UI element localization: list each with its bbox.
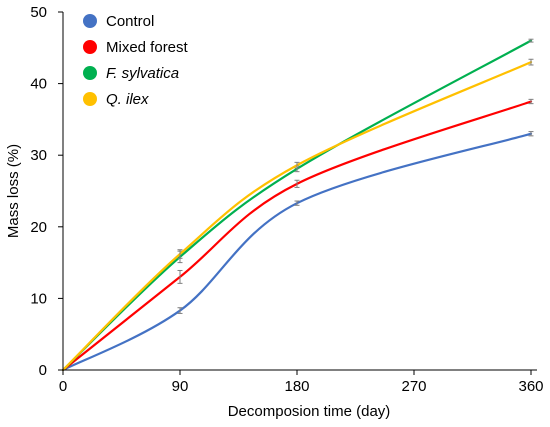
y-axis-title: Mass loss (%)	[5, 144, 22, 238]
legend: Control Mixed forest F. sylvatica Q. ilex	[83, 13, 189, 108]
error-bar	[177, 249, 183, 259]
axes	[58, 11, 537, 375]
x-tick-label: 180	[284, 378, 309, 395]
x-tick-label: 270	[401, 378, 426, 395]
legend-item: F. sylvatica	[83, 65, 179, 82]
y-tick-label: 10	[30, 290, 47, 307]
y-tick-label: 20	[30, 219, 47, 236]
legend-marker	[83, 66, 97, 80]
y-tick-label: 0	[39, 362, 47, 379]
error-bar	[528, 58, 534, 66]
series-control	[61, 131, 534, 372]
error-bar	[177, 307, 183, 314]
legend-marker	[83, 92, 97, 106]
series-q-ilex	[61, 58, 534, 372]
series-layer	[61, 38, 534, 372]
legend-item: Mixed forest	[83, 39, 189, 56]
error-bar	[528, 98, 534, 105]
y-tick-label: 40	[30, 76, 47, 93]
error-bar	[528, 38, 534, 43]
series-line	[61, 61, 533, 372]
legend-label: F. sylvatica	[106, 65, 179, 82]
error-bar	[294, 179, 300, 188]
series-f-sylvatica	[61, 38, 534, 372]
series-line	[61, 100, 533, 372]
x-tick-label: 360	[518, 378, 543, 395]
error-bar	[528, 131, 534, 137]
error-bar	[177, 269, 183, 284]
y-tick-label: 50	[30, 4, 47, 21]
legend-label: Mixed forest	[106, 39, 189, 56]
error-bar	[294, 200, 300, 206]
legend-marker	[83, 14, 97, 28]
y-tick-label: 30	[30, 147, 47, 164]
series-line	[61, 132, 533, 372]
x-axis-title: Decomposion time (day)	[228, 403, 391, 420]
legend-label: Control	[106, 13, 154, 30]
x-tick-label: 90	[172, 378, 189, 395]
legend-item: Q. ilex	[83, 91, 149, 108]
tick-labels: 0 90 180 270 360 0 10 20 30 40 50	[30, 4, 543, 395]
error-bar	[294, 161, 300, 169]
legend-marker	[83, 40, 97, 54]
legend-item: Control	[83, 13, 154, 30]
x-tick-label: 0	[59, 378, 67, 395]
series-mixed-forest	[61, 98, 534, 372]
legend-label: Q. ilex	[106, 91, 149, 108]
